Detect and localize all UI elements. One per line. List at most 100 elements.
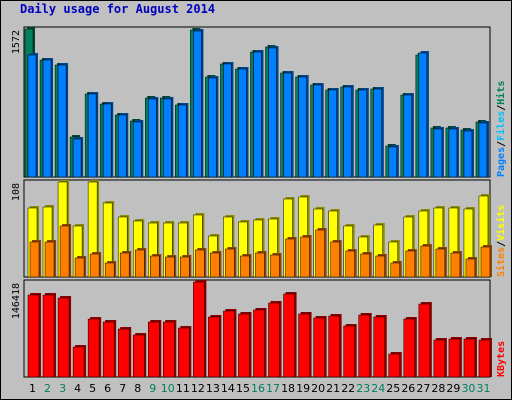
bar-kbytes — [463, 338, 476, 378]
axis-label-part: KBytes — [496, 341, 507, 377]
axis-label-part: Visits — [495, 205, 507, 241]
bar-sites — [150, 255, 160, 278]
bar-pages — [87, 93, 97, 178]
ymax-label: 1572 — [11, 30, 22, 54]
bar-pages — [433, 128, 443, 178]
bar-sites — [450, 252, 461, 278]
bar-pages — [27, 54, 37, 178]
day-label: 24 — [371, 382, 385, 395]
bar-sites — [29, 241, 40, 278]
bar-sites — [119, 252, 130, 278]
bar-pages — [358, 89, 367, 178]
day-label: 5 — [89, 382, 96, 395]
day-label: 22 — [341, 382, 355, 395]
bar-kbytes — [193, 281, 205, 378]
bar-sites — [210, 252, 220, 278]
bar-pages — [208, 77, 217, 178]
bar-pages — [238, 68, 247, 178]
day-label: 11 — [176, 382, 190, 395]
bar-kbytes — [313, 317, 325, 378]
bar-pages — [132, 121, 142, 178]
day-label: 9 — [149, 382, 156, 395]
day-label: 6 — [104, 382, 111, 395]
bar-kbytes — [223, 310, 235, 378]
bar-sites — [300, 236, 310, 278]
bar-kbytes — [208, 316, 220, 378]
bar-sites — [465, 258, 476, 278]
bar-kbytes — [328, 315, 340, 378]
day-label: 1 — [29, 382, 36, 395]
bar-kbytes — [102, 321, 115, 378]
bar-sites — [390, 262, 401, 278]
day-label: 17 — [266, 382, 280, 395]
day-label: 13 — [206, 382, 220, 395]
bar-pages — [268, 47, 277, 178]
bar-sites — [255, 252, 265, 278]
bar-sites — [330, 241, 340, 278]
bar-pages — [102, 103, 112, 178]
bar-kbytes — [448, 338, 461, 378]
bar-sites — [104, 262, 115, 278]
bar-sites — [435, 248, 446, 278]
day-label: 15 — [236, 382, 250, 395]
bar-pages — [57, 64, 67, 178]
bar-kbytes — [27, 294, 40, 378]
bar-pages — [448, 128, 458, 178]
bar-sites — [405, 250, 416, 278]
day-label: 23 — [356, 382, 370, 395]
axis-label: Sites/Visits — [495, 205, 507, 277]
bar-sites — [375, 255, 385, 278]
bar-pages — [298, 76, 307, 178]
day-label: 12 — [191, 382, 205, 395]
bar-sites — [345, 250, 355, 278]
bar-pages — [418, 52, 428, 178]
bar-pages — [313, 84, 322, 178]
bar-kbytes — [343, 325, 355, 378]
bar-sites — [270, 254, 280, 278]
bar-sites — [180, 256, 190, 278]
bar-sites — [44, 241, 55, 278]
bar-kbytes — [478, 339, 491, 378]
bar-pages — [283, 72, 292, 178]
bar-pages — [463, 130, 473, 178]
bar-pages — [178, 104, 187, 178]
day-label: 14 — [221, 382, 235, 395]
bar-kbytes — [163, 321, 175, 378]
bar-sites — [59, 225, 70, 278]
bar-kbytes — [283, 293, 295, 378]
day-label: 25 — [386, 382, 400, 395]
bar-pages — [388, 146, 398, 178]
axis-label: KBytes — [496, 341, 507, 377]
bar-kbytes — [373, 316, 385, 378]
bar-sites — [240, 255, 250, 278]
day-label: 31 — [476, 382, 490, 395]
bar-sites — [74, 257, 85, 278]
bar-pages — [478, 122, 488, 178]
bar-pages — [148, 98, 157, 178]
axis-label-part: / — [496, 141, 507, 147]
bar-pages — [328, 89, 337, 178]
day-label: 19 — [296, 382, 310, 395]
day-label: 4 — [74, 382, 81, 395]
axis-label-part: / — [496, 105, 507, 111]
day-label: 29 — [446, 382, 460, 395]
bar-pages — [373, 88, 382, 178]
bar-pages — [193, 30, 202, 178]
bar-sites — [195, 249, 205, 278]
ymax-label: 108 — [11, 183, 22, 201]
bar-pages — [223, 63, 232, 178]
bar-kbytes — [117, 328, 130, 378]
axis-label-part: Files — [495, 111, 507, 141]
axis-label-part: Hits — [495, 81, 507, 105]
day-label: 2 — [44, 382, 51, 395]
bar-pages — [403, 94, 413, 178]
bar-sites — [225, 248, 235, 278]
chart-title: Daily usage for August 2014 — [20, 2, 216, 16]
bar-kbytes — [72, 346, 85, 378]
day-label: 8 — [134, 382, 141, 395]
bar-kbytes — [298, 313, 310, 378]
bar-kbytes — [178, 327, 190, 378]
bar-pages — [253, 51, 262, 178]
bar-kbytes — [268, 302, 280, 378]
bar-sites — [165, 256, 175, 278]
